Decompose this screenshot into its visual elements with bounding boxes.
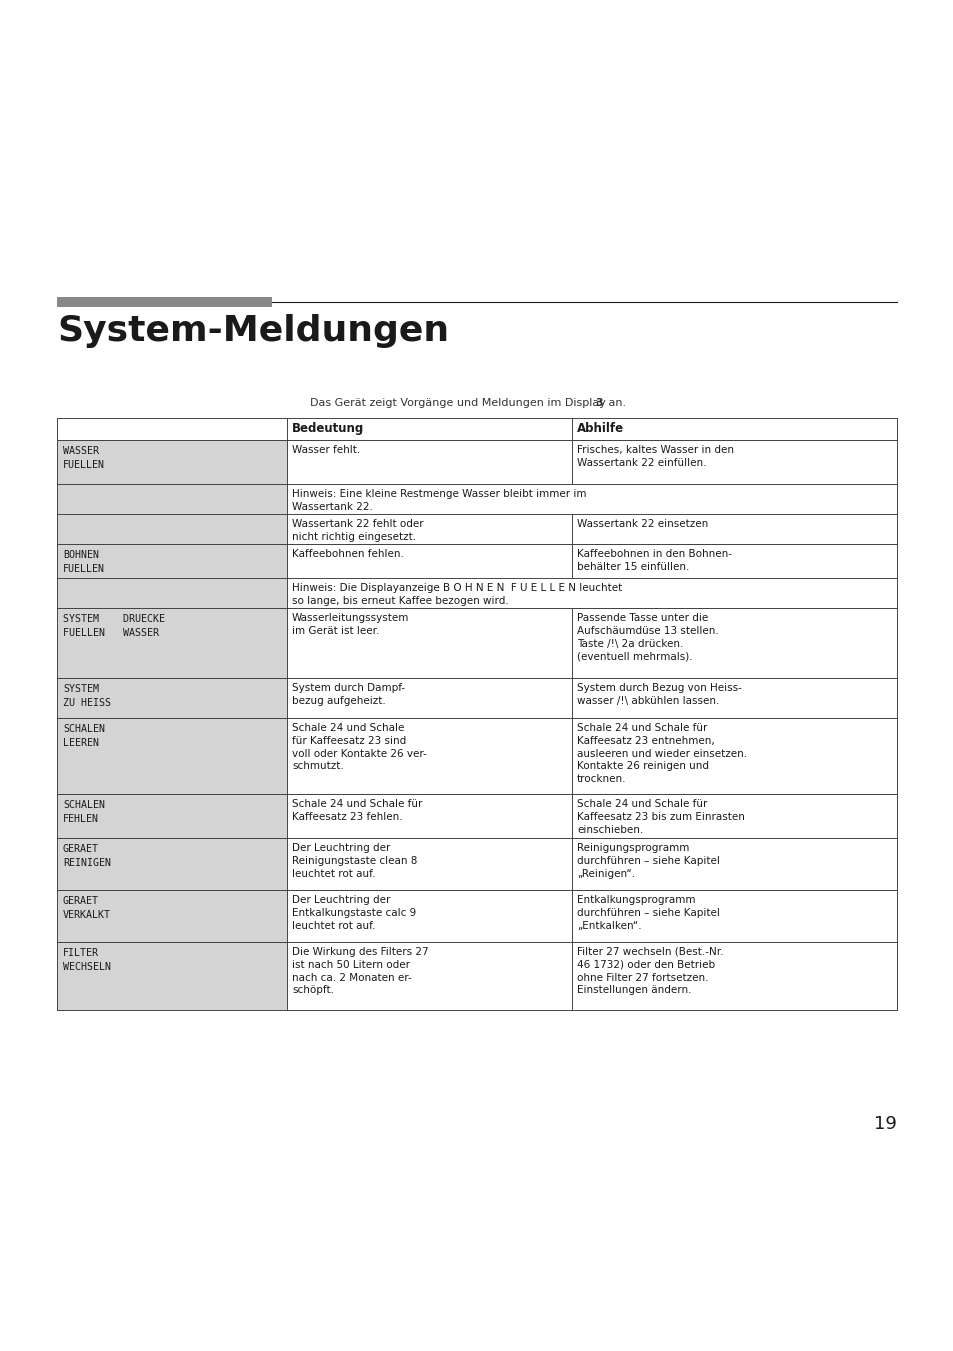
Text: 3: 3 [595,399,602,408]
Bar [57,578,287,608]
Text: Wassertank 22 fehlt oder
nicht richtig eingesetzt.: Wassertank 22 fehlt oder nicht richtig e… [292,519,423,542]
Text: Die Wirkung des Filters 27
ist nach 50 Litern oder
nach ca. 2 Monaten er-
schöpf: Die Wirkung des Filters 27 ist nach 50 L… [292,947,428,996]
Bar [57,678,287,717]
Text: WASSER
FUELLEN: WASSER FUELLEN [63,446,105,470]
Text: System durch Dampf-
bezug aufgeheizt.: System durch Dampf- bezug aufgeheizt. [292,684,405,705]
Text: 19: 19 [873,1115,896,1133]
Text: Passende Tasse unter die
Aufschäumdüse 13 stellen.
Taste /!\ 2a drücken.
(eventu: Passende Tasse unter die Aufschäumdüse 1… [577,613,718,662]
Bar [57,794,287,838]
Text: Hinweis: Die Displayanzeige B O H N E N  F U E L L E N leuchtet
so lange, bis er: Hinweis: Die Displayanzeige B O H N E N … [292,584,621,605]
Text: System durch Bezug von Heiss-
wasser /!\ abkühlen lassen.: System durch Bezug von Heiss- wasser /!\… [577,684,741,705]
Text: GERAET
REINIGEN: GERAET REINIGEN [63,844,111,867]
Text: an.: an. [604,399,625,408]
Bar [57,942,287,1011]
Text: Wassertank 22 einsetzen: Wassertank 22 einsetzen [577,519,707,530]
Text: SCHALEN
FEHLEN: SCHALEN FEHLEN [63,800,105,824]
Text: Reinigungsprogramm
durchführen – siehe Kapitel
„Reinigen“.: Reinigungsprogramm durchführen – siehe K… [577,843,720,878]
Text: Kaffeebohnen fehlen.: Kaffeebohnen fehlen. [292,549,403,559]
Text: Abhilfe: Abhilfe [577,422,623,435]
Bar [57,440,287,484]
Text: Bedeutung: Bedeutung [292,422,364,435]
Bar [57,890,287,942]
Text: Frisches, kaltes Wasser in den
Wassertank 22 einfüllen.: Frisches, kaltes Wasser in den Wassertan… [577,444,733,467]
Text: SCHALEN
LEEREN: SCHALEN LEEREN [63,724,105,747]
Text: Wasser fehlt.: Wasser fehlt. [292,444,360,455]
Text: Filter 27 wechseln (Best.-Nr.
46 1732) oder den Betrieb
ohne Filter 27 fortsetze: Filter 27 wechseln (Best.-Nr. 46 1732) o… [577,947,722,996]
Text: Schale 24 und Schale für
Kaffeesatz 23 fehlen.: Schale 24 und Schale für Kaffeesatz 23 f… [292,798,422,821]
Text: System-Meldungen: System-Meldungen [57,313,449,349]
Text: SYSTEM    DRUECKE
FUELLEN   WASSER: SYSTEM DRUECKE FUELLEN WASSER [63,613,165,638]
Bar [57,544,287,578]
Text: Schale 24 und Schale für
Kaffeesatz 23 entnehmen,
ausleeren und wieder einsetzen: Schale 24 und Schale für Kaffeesatz 23 e… [577,723,746,784]
Bar [57,297,272,307]
Bar [57,513,287,544]
Text: Der Leuchtring der
Entkalkungstaste calc 9
leuchtet rot auf.: Der Leuchtring der Entkalkungstaste calc… [292,894,416,931]
Text: Kaffeebohnen in den Bohnen-
behälter 15 einfüllen.: Kaffeebohnen in den Bohnen- behälter 15 … [577,549,731,571]
Text: Wasserleitungssystem
im Gerät ist leer.: Wasserleitungssystem im Gerät ist leer. [292,613,409,636]
Text: Schale 24 und Schale für
Kaffeesatz 23 bis zum Einrasten
einschieben.: Schale 24 und Schale für Kaffeesatz 23 b… [577,798,744,835]
Text: Das Gerät zeigt Vorgänge und Meldungen im Display: Das Gerät zeigt Vorgänge und Meldungen i… [310,399,609,408]
Text: Der Leuchtring der
Reinigungstaste clean 8
leuchtet rot auf.: Der Leuchtring der Reinigungstaste clean… [292,843,416,878]
Text: SYSTEM
ZU HEISS: SYSTEM ZU HEISS [63,684,111,708]
Text: GERAET
VERKALKT: GERAET VERKALKT [63,896,111,920]
Text: Hinweis: Eine kleine Restmenge Wasser bleibt immer im
Wassertank 22.: Hinweis: Eine kleine Restmenge Wasser bl… [292,489,586,512]
Bar [57,838,287,890]
Text: BOHNEN
FUELLEN: BOHNEN FUELLEN [63,550,105,574]
Text: Schale 24 und Schale
für Kaffeesatz 23 sind
voll oder Kontakte 26 ver-
schmutzt.: Schale 24 und Schale für Kaffeesatz 23 s… [292,723,426,771]
Bar [57,608,287,678]
Text: FILTER
WECHSELN: FILTER WECHSELN [63,948,111,971]
Text: Entkalkungsprogramm
durchführen – siehe Kapitel
„Entkalken“.: Entkalkungsprogramm durchführen – siehe … [577,894,720,931]
Bar [57,484,287,513]
Bar [57,717,287,794]
